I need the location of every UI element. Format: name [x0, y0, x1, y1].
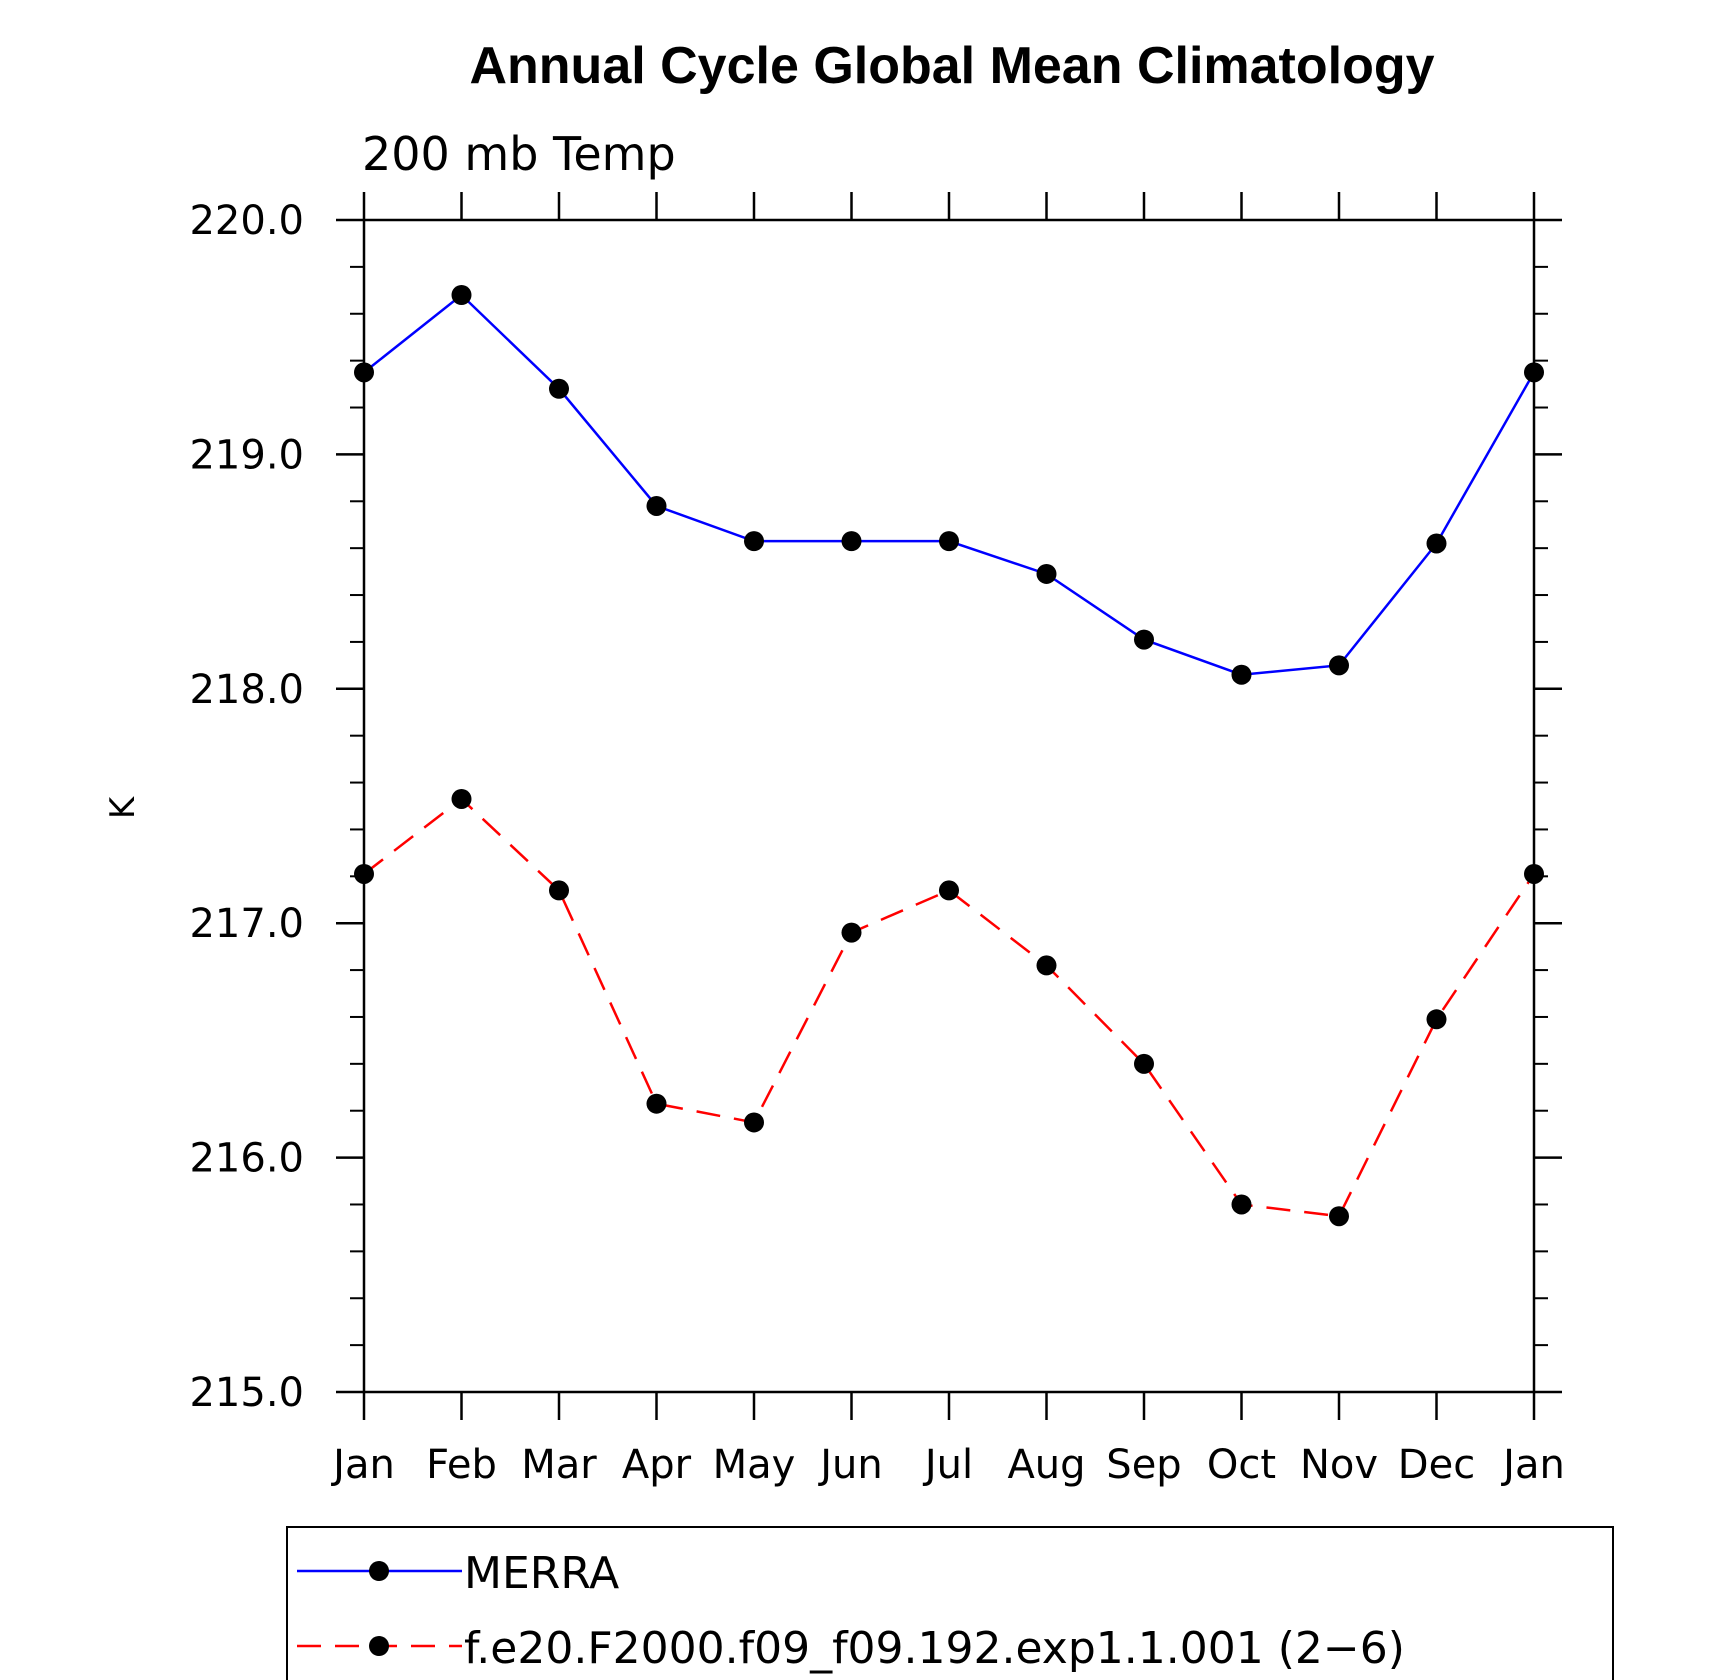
y-tick-label: 219.0: [189, 432, 304, 478]
data-point-series-2: [1036, 955, 1057, 976]
x-tick-label: Nov: [1300, 1442, 1378, 1488]
legend-marker-1: [369, 1561, 389, 1581]
data-point-series-1: [646, 495, 667, 516]
data-point-series-1: [451, 285, 472, 306]
legend-box: [286, 1526, 1614, 1680]
data-point-series-2: [939, 880, 959, 901]
chart-subtitle: 200 mb Temp: [362, 127, 676, 181]
x-tick-label: Jan: [1500, 1442, 1565, 1488]
x-tick-label: Jul: [922, 1442, 973, 1488]
data-point-series-1: [1329, 655, 1349, 676]
legend-marker-2: [369, 1636, 389, 1656]
x-tick-label: Apr: [622, 1442, 692, 1488]
y-tick-label: 218.0: [189, 667, 304, 713]
x-tick-label: Jun: [817, 1442, 883, 1488]
data-point-series-1: [1036, 563, 1057, 584]
y-tick-label: 217.0: [189, 901, 304, 947]
data-point-series-2: [646, 1093, 667, 1114]
data-point-series-1: [1134, 629, 1154, 650]
data-point-series-2: [1231, 1194, 1252, 1215]
data-point-series-1: [841, 531, 862, 552]
plot-frame: [362, 218, 1536, 1394]
data-point-series-2: [1426, 1009, 1447, 1030]
x-tick-label: Mar: [521, 1442, 597, 1488]
x-tick-label: Dec: [1398, 1442, 1475, 1488]
series-line-1: [363, 293, 1536, 677]
data-point-series-2: [744, 1112, 764, 1133]
data-point-series-2: [451, 788, 472, 809]
series-line-2: [363, 797, 1536, 1218]
x-tick-label: Oct: [1207, 1442, 1276, 1488]
x-tick-labels: Jan Feb Mar Apr May Jun Jul Aug Sep Oct Nov Dec Jan: [330, 1442, 1565, 1488]
data-point-series-1: [939, 531, 959, 552]
data-point-series-1: [744, 531, 764, 552]
data-point-series-1: [1426, 533, 1447, 554]
data-point-series-2: [549, 880, 569, 901]
x-tick-label: Aug: [1007, 1442, 1085, 1488]
data-point-series-1: [1231, 664, 1252, 685]
data-point-series-2: [841, 922, 862, 943]
y-tick-label: 216.0: [189, 1136, 304, 1182]
x-tick-label: Sep: [1106, 1442, 1181, 1488]
y-tick-labels: 215.0 216.0 217.0 218.0 219.0 220.0: [189, 198, 304, 1416]
series-layer: [354, 285, 1544, 1227]
x-tick-label: Jan: [330, 1442, 395, 1488]
chart-title: Annual Cycle Global Mean Climatology: [469, 37, 1434, 95]
y-tick-label: 220.0: [189, 198, 304, 244]
x-tick-label: May: [713, 1442, 796, 1488]
data-point-series-2: [1134, 1053, 1154, 1074]
legend-label-1: MERRA: [464, 1548, 619, 1599]
legend-items: MERRA f.e20.F2000.f09_f09.192.exp1.1.001 …: [297, 1548, 1405, 1674]
legend: MERRA f.e20.F2000.f09_f09.192.exp1.1.001 …: [286, 1526, 1614, 1680]
data-point-series-1: [549, 378, 569, 399]
y-tick-label: 215.0: [189, 1370, 304, 1416]
legend-label-2: f.e20.F2000.f09_f09.192.exp1.1.001 (2−6): [464, 1623, 1405, 1674]
y-axis-label: K: [103, 795, 143, 819]
data-point-series-2: [1329, 1206, 1349, 1227]
axis-ticks: [336, 192, 1562, 1420]
x-tick-label: Feb: [426, 1442, 497, 1488]
